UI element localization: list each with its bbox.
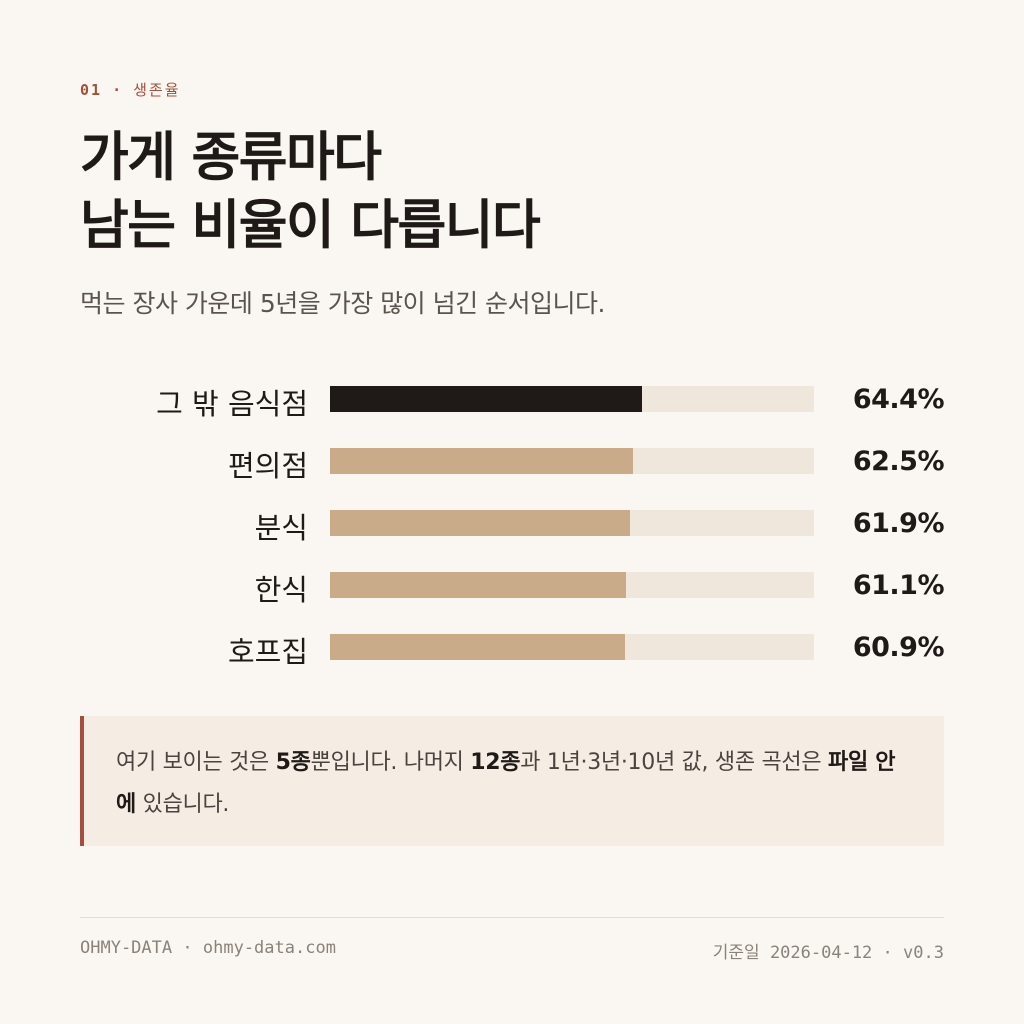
page-subtitle: 먹는 장사 가운데 5년을 가장 많이 넘긴 순서입니다. — [80, 289, 605, 318]
bar-row: 편의점 62.5% — [80, 432, 945, 494]
bar-row: 호프집 60.9% — [80, 618, 945, 680]
bar-row: 그 밖 음식점 64.4% — [80, 370, 944, 432]
note-text-2: 뿐입니다. 나머지 — [310, 750, 471, 775]
note-text-4: 있습니다. — [135, 792, 230, 817]
footer-date-label: 기준일 — [712, 943, 760, 963]
bar-track — [330, 386, 814, 412]
bar — [330, 572, 626, 598]
bar-row: 한식 61.1% — [80, 556, 945, 618]
bar-category-label: 한식 — [254, 573, 308, 607]
bar-category-label: 분식 — [254, 511, 308, 545]
bar — [330, 634, 625, 660]
bar-category-label: 편의점 — [227, 449, 308, 483]
footer-date: 2026-04-12 — [769, 943, 873, 963]
section-number: 01 — [80, 81, 103, 99]
note-bold-1: 5종 — [275, 750, 311, 775]
footer-site-link[interactable]: ohmy-data.com — [202, 938, 336, 958]
bar-value-label: 60.9% — [852, 632, 945, 663]
bar-value-label: 64.4% — [852, 384, 945, 415]
bar-category-label: 그 밖 음식점 — [156, 387, 308, 421]
bar-row: 분식 61.9% — [80, 494, 945, 556]
section-eyebrow: 01 · 생존율 — [80, 79, 181, 100]
page: 01 · 생존율 가게 종류마다 남는 비율이 다릅니다 먹는 장사 가운데 5년을… — [80, 0, 945, 1024]
bar-track — [330, 634, 814, 660]
footer-divider — [80, 917, 944, 918]
page-title-line-1: 가게 종류마다 — [80, 127, 382, 188]
footer-version: v0.3 — [903, 943, 944, 963]
footer-separator-2: · — [882, 943, 893, 963]
bar-value-label: 62.5% — [852, 446, 945, 477]
note-bold-2: 12종 — [470, 750, 521, 775]
footer-separator: · — [182, 938, 193, 958]
note-text-1: 여기 보이는 것은 — [116, 750, 276, 775]
note-box: 여기 보이는 것은 5종뿐입니다. 나머지 12종과 1년·3년·10년 값, … — [80, 716, 944, 846]
note-bold-3: 파일 안에 — [116, 750, 896, 817]
page-title: 가게 종류마다 남는 비율이 다릅니다 — [80, 124, 541, 260]
footer-meta: 기준일 2026-04-12 · v0.3 — [713, 938, 944, 963]
bar-track — [330, 572, 814, 598]
survival-bar-chart: 그 밖 음식점 64.4% 편의점 62.5% 분식 61.9% 한식 61.1% 호프집 60.… — [80, 370, 944, 680]
section-name: 생존율 — [133, 81, 181, 99]
page-title-line-2: 남는 비율이 다릅니다 — [80, 195, 541, 256]
bar-track — [330, 448, 814, 474]
bar — [330, 510, 630, 536]
footer-brand: OHMY-DATA · ohmy-data.com — [80, 938, 336, 958]
note-text-3: 과 1년·3년·10년 값, 생존 곡선은 — [520, 750, 829, 775]
footer-brand-name: OHMY-DATA — [80, 938, 173, 958]
bar-value-label: 61.9% — [852, 508, 945, 539]
bar-track — [330, 510, 814, 536]
bar — [330, 448, 633, 474]
eyebrow-separator: · — [112, 81, 124, 99]
bar — [330, 386, 642, 412]
bar-category-label: 호프집 — [227, 635, 308, 669]
bar-value-label: 61.1% — [852, 570, 945, 601]
